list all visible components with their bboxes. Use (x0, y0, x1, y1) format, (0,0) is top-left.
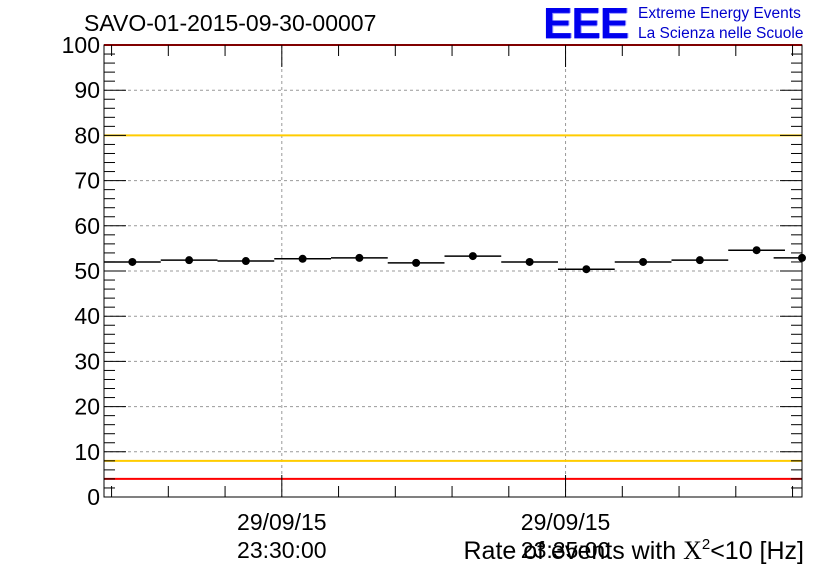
y-tick-label: 70 (74, 168, 100, 194)
x-tick-label-time: 23:35:00 (521, 537, 611, 563)
chi-symbol: X (683, 536, 702, 565)
y-tick-label: 50 (74, 258, 100, 284)
y-tick-label: 20 (74, 394, 100, 420)
axis-ticks (104, 44, 802, 498)
y-tick-labels: 0 10 20 30 40 50 60 70 80 90 100 (62, 32, 100, 510)
data-points (104, 246, 806, 274)
eee-logo: EEE Extreme Energy Events La Scienza nel… (543, 0, 833, 48)
data-point (412, 258, 421, 267)
data-point (298, 254, 307, 263)
data-point (525, 257, 534, 266)
y-tick-label: 60 (74, 213, 100, 239)
logo-line-2: La Scienza nelle Scuole (638, 25, 804, 42)
y-tick-label: 10 (74, 439, 100, 465)
x-axis-title-suffix: <10 [Hz] (710, 537, 804, 565)
data-point (798, 253, 806, 262)
chi-exponent: 2 (701, 536, 711, 553)
data-point (355, 253, 364, 262)
data-point (695, 256, 704, 265)
y-tick-label: 100 (62, 32, 100, 58)
data-point (582, 265, 591, 274)
y-tick-label: 80 (74, 122, 100, 148)
data-point (185, 256, 194, 265)
y-tick-label: 30 (74, 348, 100, 374)
plot-title: SAVO-01-2015-09-30-00007 (84, 10, 377, 36)
y-tick-label: 40 (74, 303, 100, 329)
x-tick-label-date: 29/09/15 (237, 509, 327, 535)
grid-lines (104, 45, 802, 497)
x-axis-title: Rate of events with X2<10 [Hz] (464, 536, 805, 566)
data-point (241, 257, 250, 266)
y-tick-label: 90 (74, 77, 100, 103)
eee-logo-mark: EEE (543, 0, 629, 48)
data-point (639, 257, 648, 266)
y-tick-label: 0 (87, 484, 100, 510)
data-point (468, 252, 477, 261)
data-point (752, 246, 761, 255)
logo-line-1: Extreme Energy Events (638, 5, 801, 22)
x-tick-label-date: 29/09/15 (521, 509, 611, 535)
x-axis-title-prefix: Rate of events with (463, 537, 684, 565)
x-tick-label-time: 23:30:00 (237, 537, 327, 563)
data-point (128, 257, 137, 266)
